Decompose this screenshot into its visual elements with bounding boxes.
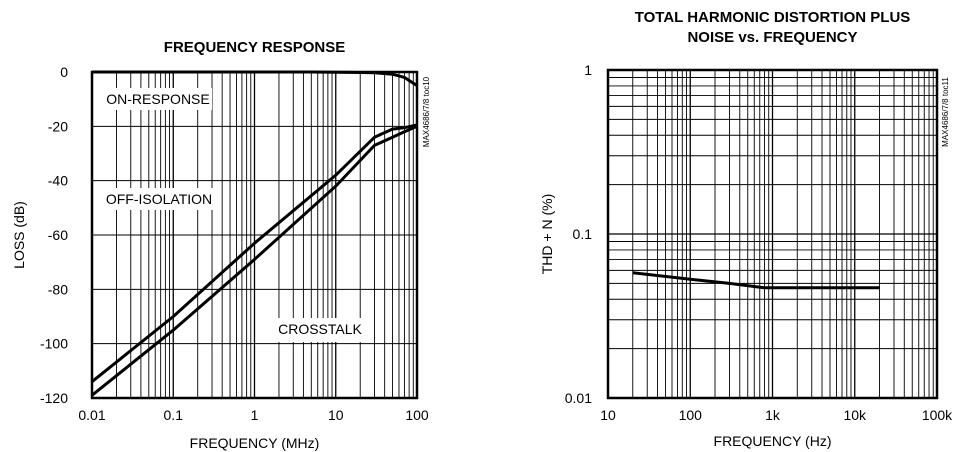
x-axis-label: FREQUENCY (Hz) [714,433,832,449]
label-background [274,318,366,342]
x-axis-label: FREQUENCY (MHz) [190,435,320,451]
y-tick-label: 0 [60,64,68,80]
series-line-1 [91,123,418,383]
thd-noise-chart: TOTAL HARMONIC DISTORTION PLUS NOISE vs. … [539,9,953,449]
x-tick-label: 1 [251,407,259,423]
y-tick-label: -120 [40,390,68,406]
annotation-on-response: ON-RESPONSE [106,91,209,107]
y-tick-label: -80 [48,281,68,297]
annotation-crosstalk: CROSSTALK [278,321,362,337]
x-tick-label: 100 [405,407,429,423]
y-tick-label: 0.01 [565,390,592,406]
y-axis-label: THD + N (%) [539,194,555,275]
x-tick-label: 10k [843,407,867,423]
plot-frame [606,68,939,400]
y-axis-label: LOSS (dB) [11,201,27,269]
y-tick-label: -40 [48,173,68,189]
frequency-response-chart: FREQUENCY RESPONSE 0.01 0.1 1 10 100 0 -20 -40 -6… [11,39,431,451]
y-tick-label: -100 [40,336,68,352]
y-tick-label: 0.1 [573,226,593,242]
grid-lines [92,72,417,398]
x-tick-label: 10 [328,407,344,423]
chart-title-line-1: TOTAL HARMONIC DISTORTION PLUS [635,9,911,26]
x-tick-label: 1k [765,407,781,423]
y-tick-label: -60 [48,227,68,243]
chart-title-line-2: NOISE vs. FREQUENCY [687,29,857,46]
x-tick-label: 0.1 [164,407,184,423]
series-line-0 [632,271,880,290]
figure-code: MAX4686/7/8 toc11 [941,77,950,147]
label-background [104,88,212,110]
chart-title: FREQUENCY RESPONSE [164,39,345,56]
x-tick-label: 10 [600,407,616,423]
grid-lines [608,70,937,398]
x-tick-label: 100 [679,407,703,423]
figure-code: MAX4686/7/8 toc10 [422,76,431,147]
series-line-2 [91,124,418,397]
y-tick-label: -20 [48,118,68,134]
x-tick-label: 0.01 [78,407,105,423]
series-line-0 [92,70,418,87]
annotation-off-isolation: OFF-ISOLATION [106,191,212,207]
label-background [103,188,215,210]
y-tick-label: 1 [584,62,592,78]
x-tick-label: 100k [922,407,953,423]
